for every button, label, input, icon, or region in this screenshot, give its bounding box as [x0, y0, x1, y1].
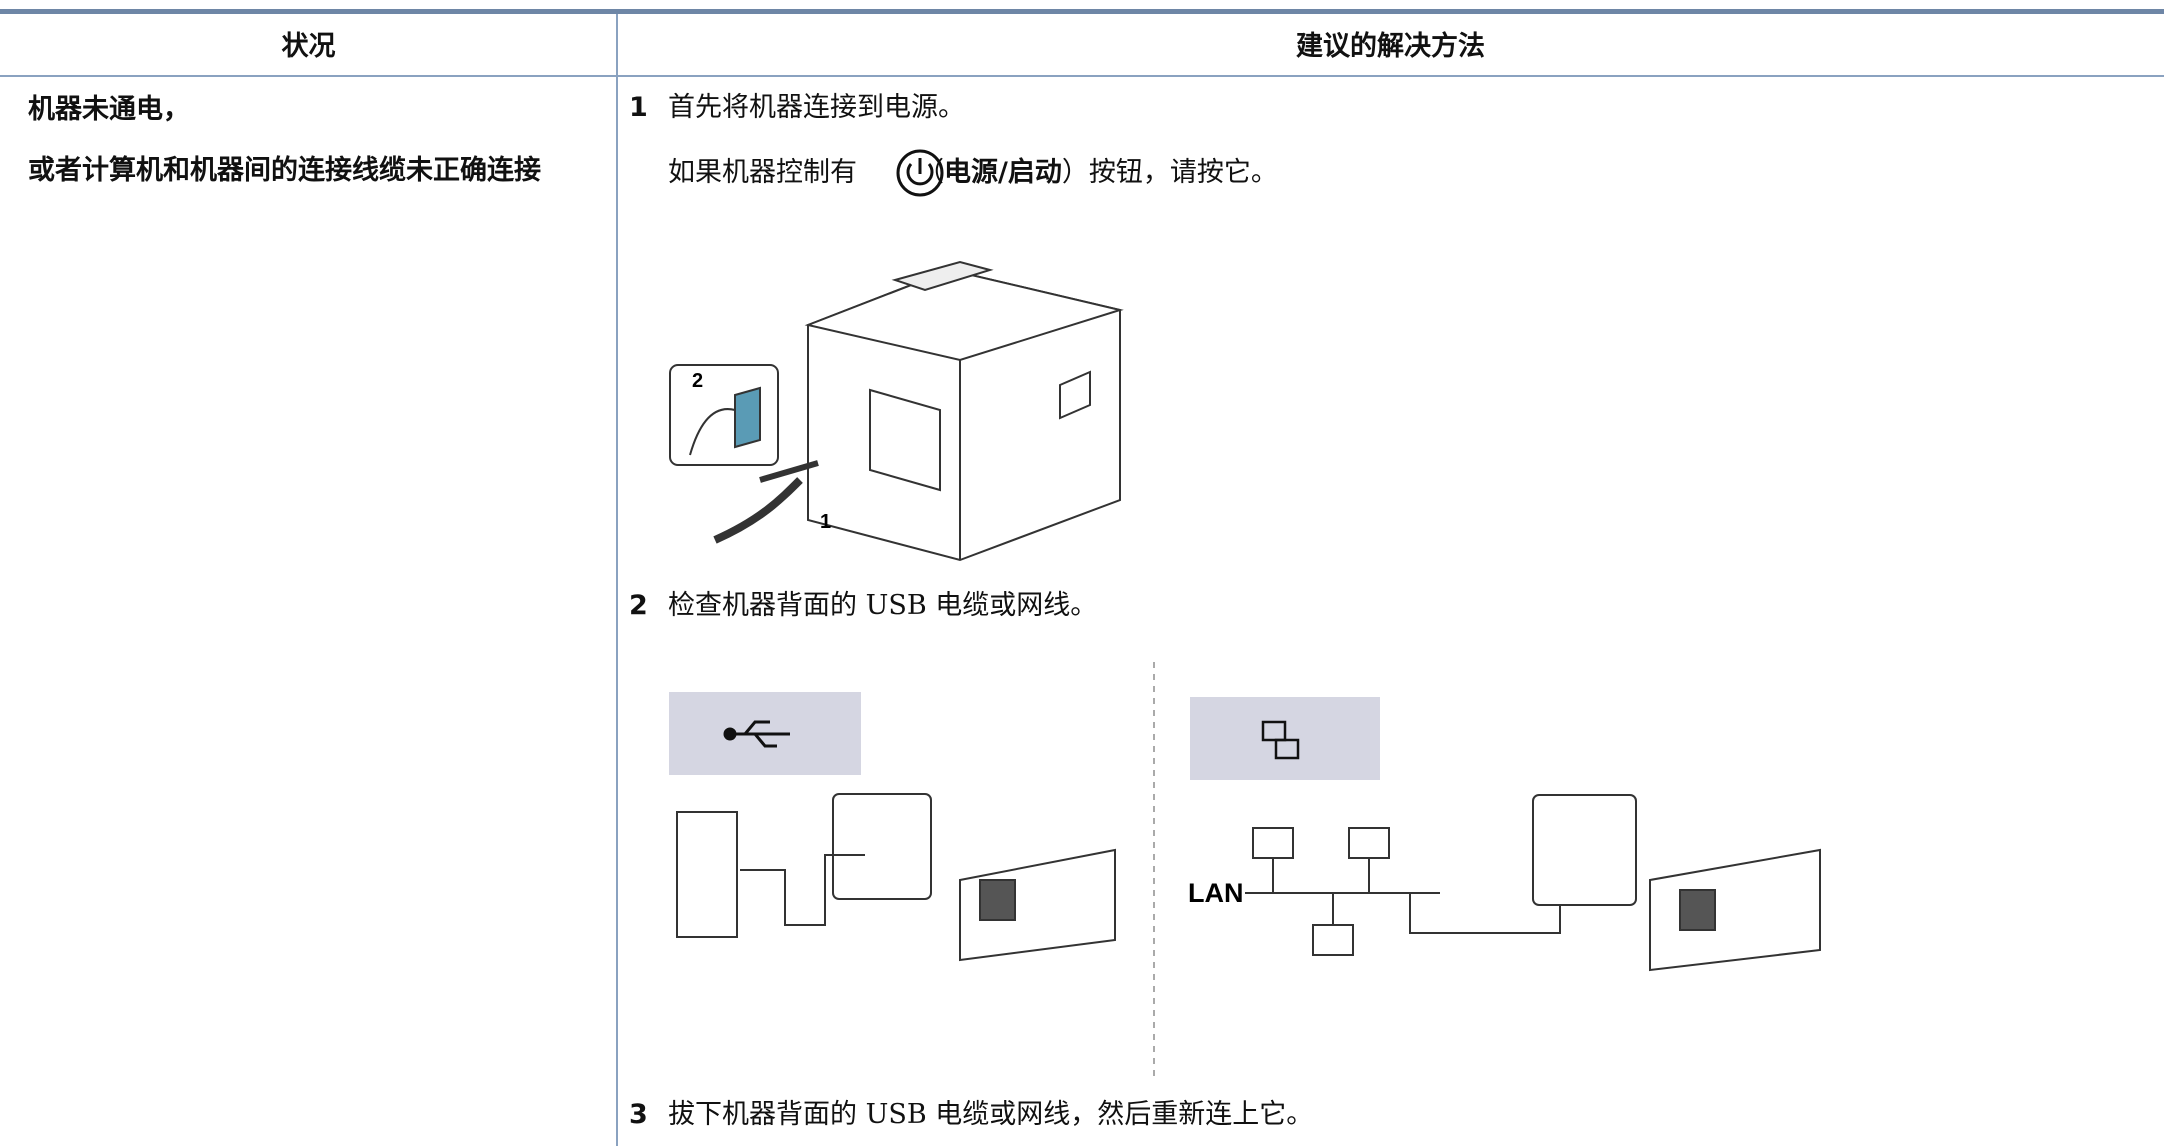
top-rule	[0, 9, 2164, 14]
callout-label: 1	[820, 511, 831, 533]
header-cell: 建议的解决方法	[1296, 31, 1485, 62]
step-note: 如果机器控制有 （电源/启动）按钮，请按它。	[668, 155, 1278, 191]
callout-label: 2	[692, 370, 703, 392]
printer-illustration	[669, 260, 1124, 562]
situation-line: 机器未通电，	[28, 94, 190, 125]
step-number: 1	[629, 92, 648, 123]
note-text: （	[917, 157, 944, 188]
step-text: 首先将机器连接到电源。	[668, 92, 965, 123]
note-text: ）	[1061, 157, 1089, 188]
note-text: 如果机器控制有	[668, 157, 857, 188]
lan-illustration	[1245, 794, 1821, 972]
note-bold: 电源/启动	[944, 157, 1062, 188]
step-text: 拔下机器背面的 USB 电缆或网线，然后重新连上它。	[668, 1099, 1314, 1130]
network-icon	[1261, 720, 1300, 760]
header-cell: 状况	[281, 31, 336, 62]
step-number: 3	[629, 1099, 648, 1130]
note-text: 按钮，请按它。	[1088, 157, 1278, 188]
usb-icon	[723, 720, 790, 748]
power-icon	[896, 149, 944, 197]
usb-illustration	[676, 793, 1116, 962]
step-number: 2	[629, 590, 648, 621]
lan-label: LAN	[1188, 878, 1244, 908]
step-text: 检查机器背面的 USB 电缆或网线。	[668, 590, 1098, 621]
situation-line: 或者计算机和机器间的连接线缆未正确连接	[28, 155, 541, 186]
